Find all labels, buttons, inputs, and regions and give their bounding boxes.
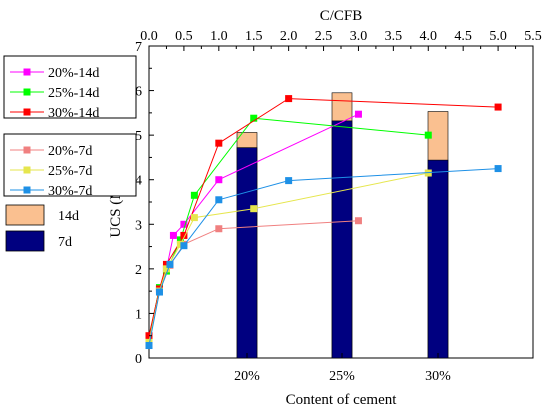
marker-20pct-7d — [215, 225, 223, 233]
marker-20pct-14d — [215, 176, 223, 184]
top-tick-label: 5.5 — [524, 29, 542, 44]
marker-30pct-7d — [155, 288, 163, 296]
legend-marker-30pct-14d — [23, 108, 31, 116]
marker-30pct-14d — [285, 95, 293, 103]
legend-label-14d: 14d — [58, 209, 79, 224]
marker-30pct-7d — [215, 196, 223, 204]
legend-marker-30pct-7d — [23, 186, 31, 194]
legend-label-30pct-7d: 30%-7d — [48, 184, 92, 199]
marker-25pct-14d — [190, 191, 198, 199]
marker-25pct-7d — [162, 265, 170, 273]
legend-marker-20pct-14d — [23, 68, 31, 76]
marker-30pct-7d — [180, 242, 188, 250]
legend-marker-20pct-7d — [23, 146, 31, 154]
bar-7d — [427, 159, 449, 359]
bottom-tick-label: 25% — [329, 369, 355, 384]
bottom-tick-label: 30% — [425, 369, 451, 384]
marker-20pct-7d — [354, 217, 362, 225]
top-tick-label: 2.5 — [315, 29, 333, 44]
top-tick-label: 1.0 — [210, 29, 228, 44]
marker-25pct-7d — [190, 214, 198, 222]
marker-25pct-7d — [250, 205, 258, 213]
y-tick-label: 3 — [135, 218, 142, 233]
marker-30pct-7d — [166, 260, 174, 268]
marker-30pct-14d — [180, 231, 188, 239]
top-tick-label: 3.0 — [350, 29, 368, 44]
y-tick-label: 6 — [135, 85, 142, 100]
legend-marker-25pct-7d — [23, 166, 31, 174]
y-tick-label: 5 — [135, 129, 142, 144]
legend-swatch-7d — [5, 230, 45, 252]
marker-20pct-14d — [180, 220, 188, 228]
bottom-tick-label: 20% — [234, 369, 260, 384]
legend-label-25pct-7d: 25%-7d — [48, 164, 92, 179]
legend-box-14d-lines — [3, 55, 137, 119]
y-tick-label: 0 — [135, 352, 142, 367]
legend-label-7d: 7d — [58, 235, 72, 250]
y-tick-label: 1 — [135, 307, 142, 322]
legend-swatch-14d — [5, 204, 45, 226]
legend-box-7d-lines — [3, 133, 137, 197]
top-axis-title: C/CFB — [320, 8, 363, 24]
marker-25pct-14d — [176, 236, 184, 244]
bottom-axis-title: Content of cement — [286, 392, 398, 408]
top-tick-label: 0.5 — [175, 29, 193, 44]
y-tick-label: 2 — [135, 263, 142, 278]
marker-25pct-14d — [424, 131, 432, 139]
top-tick-label: 3.5 — [385, 29, 403, 44]
top-tick-label: 2.0 — [280, 29, 298, 44]
legend-label-20pct-14d: 20%-14d — [48, 66, 99, 81]
top-tick-label: 4.0 — [420, 29, 438, 44]
marker-25pct-14d — [250, 114, 258, 122]
marker-30pct-7d — [145, 342, 153, 350]
top-tick-label: 1.5 — [245, 29, 263, 44]
y-tick-label: 4 — [135, 174, 142, 189]
bar-7d — [236, 147, 258, 359]
marker-30pct-7d — [285, 177, 293, 185]
marker-20pct-14d — [354, 110, 362, 118]
legend-label-30pct-14d: 30%-14d — [48, 106, 99, 121]
marker-20pct-14d — [169, 231, 177, 239]
top-tick-label: 0.0 — [140, 29, 158, 44]
line-25pct-14d — [148, 117, 429, 339]
marker-30pct-7d — [494, 165, 502, 173]
legend-label-20pct-7d: 20%-7d — [48, 144, 92, 159]
marker-30pct-14d — [494, 103, 502, 111]
legend-marker-25pct-14d — [23, 88, 31, 96]
bar-7d — [331, 120, 353, 359]
y-tick-label: 7 — [135, 40, 142, 55]
top-tick-label: 5.0 — [489, 29, 507, 44]
top-tick-label: 4.5 — [454, 29, 472, 44]
marker-30pct-14d — [215, 139, 223, 147]
legend-label-25pct-14d: 25%-14d — [48, 86, 99, 101]
